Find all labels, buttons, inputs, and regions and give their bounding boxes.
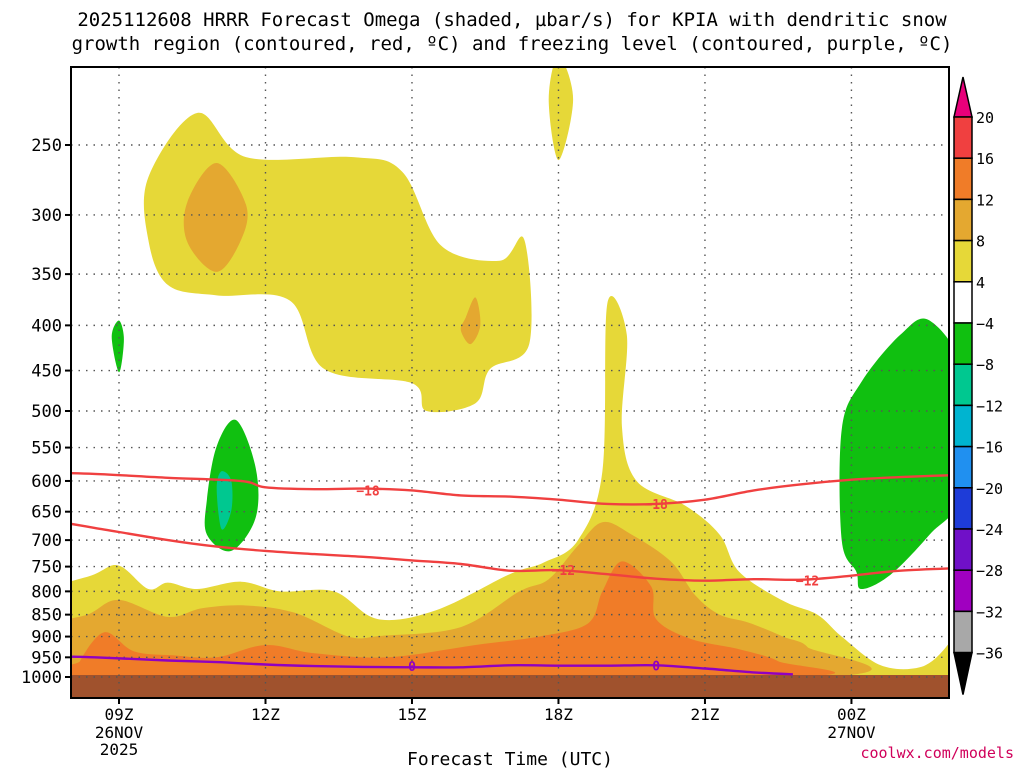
y-tick-label-750: 750 bbox=[31, 558, 62, 578]
omega-shading bbox=[71, 67, 949, 689]
ground-below-surface bbox=[71, 675, 949, 698]
x-tick-label-18Z: 18Z bbox=[544, 705, 573, 724]
y-tick-label-300: 300 bbox=[31, 206, 62, 226]
x-axis-label: Forecast Time (UTC) bbox=[407, 749, 613, 768]
colorbar-box-1 bbox=[953, 116, 973, 159]
pressure-axis: 2503003504004505005506006507007508008509… bbox=[21, 136, 71, 688]
contour-line-1 bbox=[71, 471, 949, 506]
grid-lines bbox=[71, 67, 949, 698]
colorbar-label-7: −8 bbox=[976, 356, 994, 374]
omega-region-2 bbox=[183, 162, 248, 272]
y-tick-label-400: 400 bbox=[31, 316, 62, 336]
y-tick-label-450: 450 bbox=[31, 362, 62, 382]
y-tick-label-650: 650 bbox=[31, 503, 62, 523]
y-tick-label-600: 600 bbox=[31, 472, 62, 492]
omega-region-9 bbox=[71, 296, 949, 689]
colorbar-box-4 bbox=[953, 239, 973, 283]
contour-line-2 bbox=[71, 522, 949, 582]
y-tick-label-850: 850 bbox=[31, 606, 62, 626]
colorbar-box-2 bbox=[953, 157, 973, 201]
y-tick-label-250: 250 bbox=[31, 136, 62, 156]
colorbar-box-5 bbox=[953, 281, 973, 324]
y-tick-label-1000: 1000 bbox=[21, 668, 62, 688]
colorbar-label-6: −4 bbox=[976, 315, 994, 333]
omega-region-8 bbox=[839, 318, 949, 590]
colorbar-box-7 bbox=[953, 363, 973, 407]
colorbar-label-10: −20 bbox=[976, 480, 1003, 498]
omega-region-4 bbox=[548, 67, 574, 161]
colorbar-label-1: 20 bbox=[976, 109, 994, 127]
colorbar-label-5: 4 bbox=[976, 274, 985, 292]
omega-region-7 bbox=[216, 471, 233, 530]
colorbar-label-13: −32 bbox=[976, 603, 1003, 621]
colorbar-box-10 bbox=[953, 487, 973, 530]
colorbar-label-4: 8 bbox=[976, 233, 985, 251]
colorbar-box-6 bbox=[953, 322, 973, 365]
colorbar-label-2: 16 bbox=[976, 150, 994, 168]
x-tick-date-09Z: 26NOV bbox=[95, 723, 144, 742]
y-tick-label-500: 500 bbox=[31, 402, 62, 422]
credit-link[interactable]: coolwx.com/models bbox=[860, 744, 1014, 762]
contour-label-2-1: −12 bbox=[552, 564, 575, 579]
colorbar-label-14: −36 bbox=[976, 645, 1003, 663]
contour-label-2-2: −12 bbox=[796, 575, 819, 590]
contour-label-1-1: −18 bbox=[356, 484, 380, 499]
colorbar-box-11 bbox=[953, 528, 973, 571]
y-tick-label-700: 700 bbox=[31, 531, 62, 551]
omega-colorbar: 20 16 12 8 4 −4 −8 −12 −16 −20 −24 −28 −32 −36 bbox=[953, 76, 1003, 695]
y-tick-label-550: 550 bbox=[31, 439, 62, 459]
colorbar-label-8: −12 bbox=[976, 397, 1003, 415]
chart-title-line-2: growth region (contoured, red, ºC) and f… bbox=[71, 33, 953, 55]
omega-region-11 bbox=[71, 561, 836, 679]
y-tick-label-350: 350 bbox=[31, 265, 62, 285]
temperature-contours: −18 −18 −12 −12 0 0 bbox=[71, 471, 949, 676]
x-tick-label-21Z: 21Z bbox=[691, 705, 720, 724]
colorbar-box-9 bbox=[953, 445, 973, 489]
colorbar-box-8 bbox=[953, 404, 973, 448]
colorbar-arrow-bottom bbox=[953, 651, 973, 695]
x-tick-label-15Z: 15Z bbox=[398, 705, 427, 724]
colorbar-arrow-top bbox=[953, 76, 973, 118]
colorbar-box-3 bbox=[953, 198, 973, 242]
omega-region-3 bbox=[460, 297, 481, 345]
y-tick-label-950: 950 bbox=[31, 648, 62, 668]
colorbar-label-3: 12 bbox=[976, 191, 994, 209]
omega-region-1 bbox=[143, 112, 532, 413]
x-tick-year-09Z: 2025 bbox=[100, 740, 139, 759]
contour-label-1-2: −18 bbox=[644, 498, 668, 513]
x-tick-date-00Z: 27NOV bbox=[827, 723, 876, 742]
x-tick-label-09Z: 09Z bbox=[105, 705, 134, 724]
contour-label-3-1: 0 bbox=[408, 660, 416, 675]
colorbar-box-12 bbox=[953, 569, 973, 613]
colorbar-label-9: −16 bbox=[976, 439, 1003, 457]
chart-title: 2025112608 HRRR Forecast Omega (shaded, … bbox=[0, 8, 1024, 56]
colorbar-label-12: −28 bbox=[976, 562, 1003, 580]
omega-region-5 bbox=[111, 320, 124, 373]
chart-title-line-1: 2025112608 HRRR Forecast Omega (shaded, … bbox=[77, 9, 947, 31]
colorbar-label-11: −24 bbox=[976, 521, 1003, 539]
x-tick-label-12Z: 12Z bbox=[251, 705, 280, 724]
plot-frame bbox=[70, 66, 950, 699]
colorbar-box-13 bbox=[953, 610, 973, 654]
contour-line-3 bbox=[71, 655, 793, 676]
x-tick-label-00Z: 00Z bbox=[837, 705, 866, 724]
y-tick-label-800: 800 bbox=[31, 582, 62, 602]
contour-label-3-2: 0 bbox=[652, 659, 660, 674]
y-tick-label-900: 900 bbox=[31, 628, 62, 648]
